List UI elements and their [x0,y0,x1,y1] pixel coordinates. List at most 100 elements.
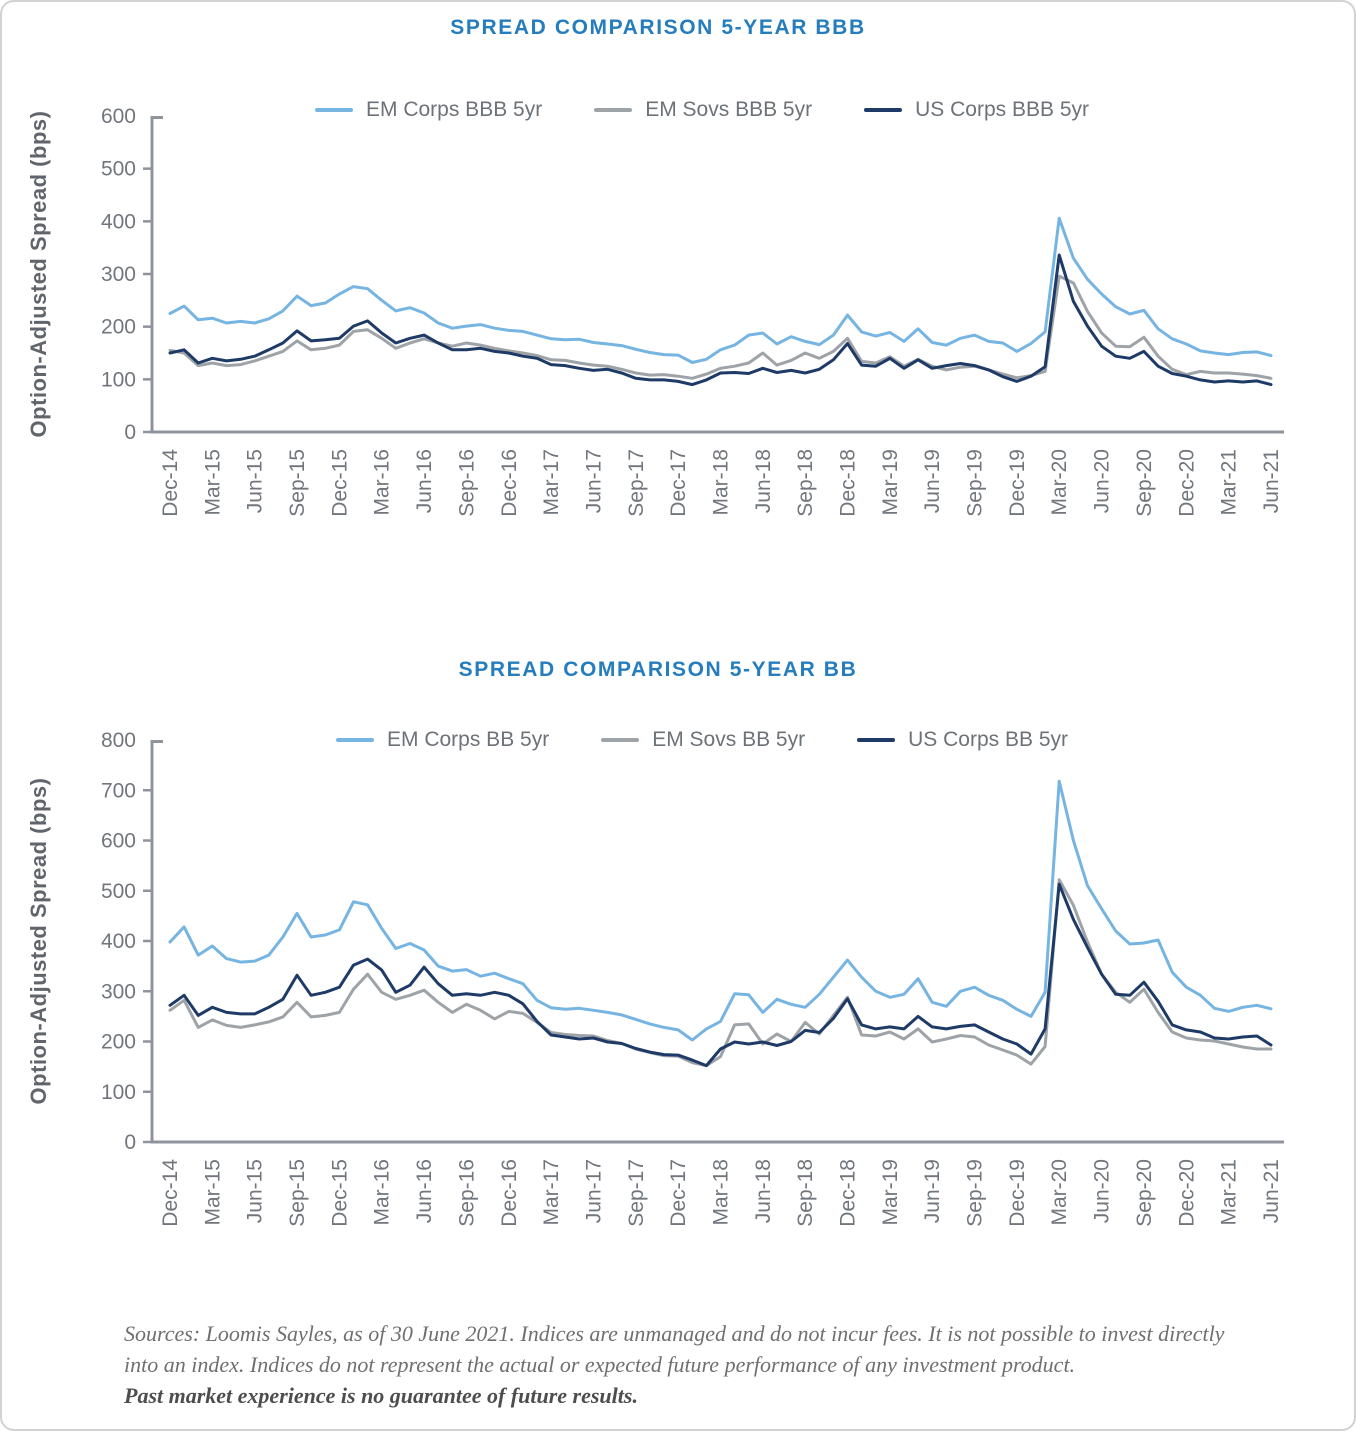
legend-item-em-corps-bbb: EM Corps BBB 5yr [315,98,542,122]
x-tick-label: Mar-19 [879,1159,902,1226]
x-tick-label: Sep-15 [286,449,309,517]
y-tick-label: 100 [101,1081,136,1104]
x-tick-label: Mar-17 [540,1159,563,1226]
x-tick-label: Sep-19 [964,1159,987,1227]
y-tick-label: 400 [101,210,136,233]
x-tick-label: Sep-17 [625,1159,648,1227]
x-tick-label: Mar-21 [1218,1159,1241,1226]
series-line-em-corps-bbb-5yr [168,216,1273,364]
x-tick-label: Mar-19 [879,449,902,516]
x-tick-label: Sep-16 [455,449,478,517]
legend-item-em-sovs-bbb: EM Sovs BBB 5yr [594,98,812,122]
x-tick-label: Mar-16 [371,449,394,516]
x-tick-label: Jun-17 [582,449,605,513]
y-axis-title: Option-Adjusted Spread (bps) [26,778,51,1105]
y-tick-label: 400 [101,930,136,953]
y-tick-label: 600 [101,830,136,853]
x-tick-label: Sep-18 [794,1159,817,1227]
x-tick-label: Dec-15 [328,449,351,517]
x-tick-label: Jun-18 [752,1159,775,1223]
legend-label: EM Corps BB 5yr [387,728,550,751]
line-swatch-icon [315,108,353,112]
y-tick-label: 0 [124,421,136,444]
x-tick-label: Sep-18 [794,449,817,517]
y-tick-label: 300 [101,980,136,1003]
footnote-line2: into an index. Indices do not represent … [124,1352,1076,1377]
line-swatch-icon [864,108,903,112]
x-tick-label: Dec-16 [498,449,521,517]
legend-label: EM Sovs BBB 5yr [645,98,813,121]
y-tick-label: 600 [101,105,136,128]
y-tick-label: 200 [101,316,136,339]
legend-bbb: EM Corps BBB 5yr EM Sovs BBB 5yr US Corp… [152,98,1252,122]
x-tick-label: Jun-20 [1091,449,1114,513]
spread-chart-bbb: 0 100 200 300 400 500 600 Dec-14 Mar-15 Jun-15 Sep… [26,105,1284,517]
y-tick-label: 300 [101,263,136,286]
x-tick-label: Jun-20 [1091,1159,1114,1223]
line-swatch-icon [594,108,633,112]
y-axis-title: Option-Adjusted Spread (bps) [26,111,51,438]
y-tick-label: 500 [101,880,136,903]
x-tick-label: Jun-15 [244,449,267,513]
x-tick-label: Mar-17 [540,449,563,516]
line-swatch-icon [857,738,896,742]
x-tick-label: Jun-19 [921,449,944,513]
x-tick-label: Sep-17 [625,449,648,517]
series-line-em-corps-bb-5yr [168,779,1273,1042]
y-tick-label: 800 [101,729,136,752]
x-tick-label: Dec-18 [837,1159,860,1227]
series-line-us-corps-bbb-5yr [168,253,1273,387]
x-tick-label: Mar-15 [201,449,224,516]
x-tick-label: Mar-21 [1218,449,1241,516]
x-tick-label: Mar-20 [1048,1159,1071,1226]
x-tick-label: Jun-18 [752,449,775,513]
x-tick-label: Jun-16 [413,1159,436,1223]
legend-label: EM Sovs BB 5yr [652,728,806,751]
x-tick-label: Jun-16 [413,449,436,513]
series-line-em-sovs-bbb-5yr [168,274,1273,380]
x-tick-label: Mar-18 [709,1159,732,1226]
x-tick-label: Dec-17 [667,1159,690,1227]
x-tick-label: Dec-16 [498,1159,521,1227]
x-tick-label: Dec-20 [1175,1159,1198,1227]
x-tick-label: Mar-18 [709,449,732,516]
chart-title-bbb: SPREAD COMPARISON 5-YEAR BBB [450,16,866,39]
legend-item-us-corps-bbb: US Corps BBB 5yr [864,98,1089,122]
footnote-sources: Sources: Loomis Sayles, as of 30 June 20… [124,1318,1334,1380]
x-tick-label: Jun-19 [921,1159,944,1223]
spread-chart-bb: 0 100 200 300 400 500 600 700 800 Dec-14 Mar-15 Jun… [26,729,1284,1227]
legend-bb: EM Corps BB 5yr EM Sovs BB 5yr US Corps … [152,728,1252,752]
x-tick-label: Dec-15 [328,1159,351,1227]
x-tick-label: Mar-15 [201,1159,224,1226]
footnote-emphasis: Past market experience is no guarantee o… [124,1383,638,1408]
y-tick-label: 700 [101,779,136,802]
x-tick-label: Dec-14 [159,1159,182,1227]
x-tick-label: Dec-19 [1006,1159,1029,1227]
x-tick-label: Mar-16 [371,1159,394,1226]
y-tick-label: 0 [124,1131,136,1154]
x-tick-label: Sep-20 [1133,449,1156,517]
x-tick-label: Sep-15 [286,1159,309,1227]
x-tick-label: Sep-20 [1133,1159,1156,1227]
y-tick-label: 200 [101,1031,136,1054]
series-line-em-sovs-bb-5yr [168,878,1273,1068]
line-swatch-icon [336,738,374,742]
x-tick-label: Dec-18 [837,449,860,517]
line-swatch-icon [601,738,640,742]
x-tick-label: Mar-20 [1048,449,1071,516]
legend-item-em-sovs-bb: EM Sovs BB 5yr [601,728,805,752]
x-tick-label: Dec-20 [1175,449,1198,517]
x-tick-label: Dec-14 [159,449,182,517]
chart-title-bb: SPREAD COMPARISON 5-YEAR BB [458,658,858,681]
legend-item-em-corps-bb: EM Corps BB 5yr [336,728,549,752]
legend-label: US Corps BB 5yr [908,728,1068,751]
x-tick-label: Dec-17 [667,449,690,517]
y-tick-label: 100 [101,368,136,391]
legend-label: EM Corps BBB 5yr [366,98,543,121]
x-tick-label: Jun-21 [1260,1159,1283,1223]
y-tick-label: 500 [101,158,136,181]
x-tick-label: Sep-19 [964,449,987,517]
series-line-us-corps-bb-5yr [168,882,1273,1068]
x-tick-label: Dec-19 [1006,449,1029,517]
